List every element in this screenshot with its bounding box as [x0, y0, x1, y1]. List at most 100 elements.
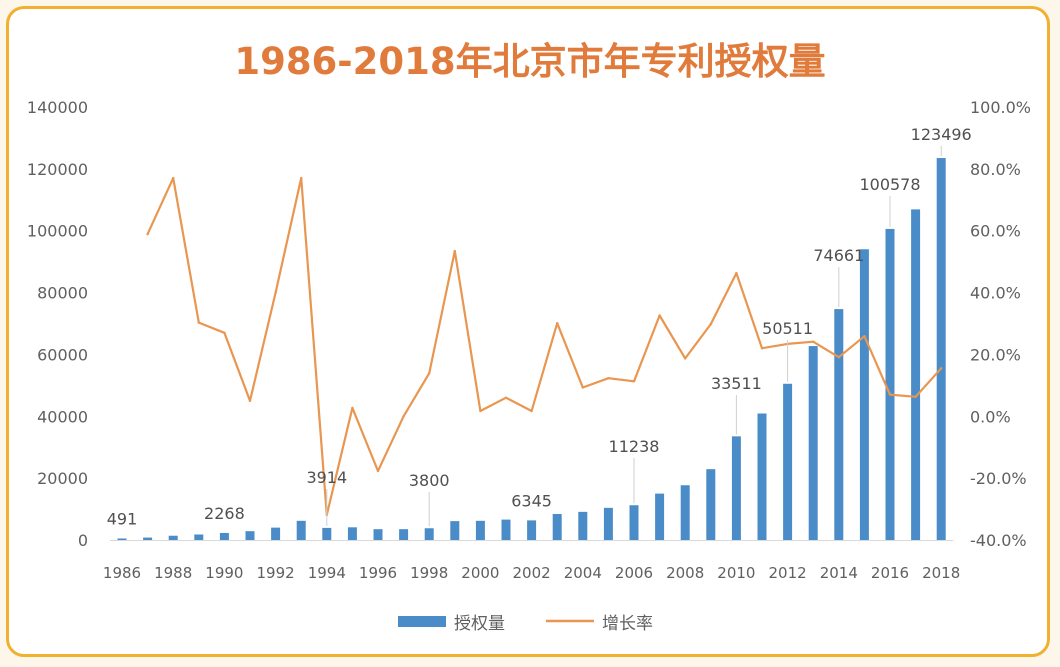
bar-2014 [834, 309, 844, 540]
line-point-1999 [453, 249, 456, 253]
data-label-2018: 123496 [911, 125, 972, 144]
x-axis-tick: 1998 [410, 564, 448, 582]
x-axis-tick: 2012 [769, 564, 807, 582]
x-axis-tick: 2002 [513, 564, 551, 582]
line-point-1989 [197, 321, 200, 324]
data-label-2002: 6345 [511, 491, 552, 510]
line-point-1992 [274, 291, 277, 294]
chart-title: 1986-2018年北京市年专利授权量 [234, 40, 825, 83]
left-axis-tick: 120000 [27, 160, 88, 179]
bar-2006 [629, 505, 639, 540]
bar-1987 [143, 537, 153, 540]
bar-2015 [859, 249, 869, 540]
x-axis-tick: 2014 [820, 564, 858, 582]
bar-2004 [578, 511, 588, 540]
x-axis-tick: 2008 [666, 564, 704, 582]
line-point-1997 [402, 415, 405, 418]
line-point-2018 [940, 367, 943, 370]
line-point-1996 [376, 469, 380, 473]
right-axis-tick: -40.0% [970, 531, 1027, 550]
line-point-2002 [530, 409, 533, 413]
line-point-2008 [684, 357, 687, 360]
data-label-2014: 74661 [813, 246, 864, 265]
bar-1992 [271, 527, 281, 540]
line-point-2005 [607, 377, 610, 380]
data-label-1994: 3914 [306, 468, 347, 487]
data-label-1998: 3800 [409, 471, 450, 490]
line-series [146, 176, 943, 517]
x-axis-tick: 2018 [922, 564, 960, 582]
bar-1997 [399, 529, 409, 540]
bar-1993 [296, 520, 306, 540]
bar-2009 [706, 469, 716, 540]
left-axis-tick: 60000 [37, 345, 88, 364]
x-axis: 1986 1988 1990 1992 1994 1996 1998 2000 2002 2004… [103, 540, 960, 582]
line-point-2013 [812, 340, 815, 343]
x-axis-tick: 2016 [871, 564, 909, 582]
bar-2002 [527, 520, 537, 540]
bar-2013 [808, 346, 818, 540]
bar-1995 [347, 527, 357, 540]
left-axis-tick: 140000 [27, 98, 88, 117]
x-axis-tick: 1986 [103, 564, 141, 582]
growth-rate-line [146, 177, 943, 517]
data-label-2012: 50511 [762, 319, 813, 338]
right-axis-tick: 60.0% [970, 222, 1021, 241]
chart-frame [6, 6, 1050, 657]
right-axis-tick: 100.0% [970, 98, 1031, 117]
left-axis: 0 20000 40000 60000 80000 100000 120000 140000 [27, 98, 88, 550]
bar-2012 [783, 383, 793, 540]
left-axis-tick: 100000 [27, 222, 88, 241]
line-point-2011 [760, 347, 764, 350]
bar-2003 [552, 514, 562, 540]
right-axis-tick: 40.0% [970, 284, 1021, 303]
data-label-1986: 491 [107, 509, 138, 528]
line-point-1990 [223, 331, 226, 334]
legend-label-line: 增长率 [602, 614, 653, 634]
bar-1989 [194, 534, 204, 540]
bar-1994 [322, 527, 332, 540]
line-point-2016 [888, 393, 892, 396]
bar-1996 [373, 529, 383, 540]
left-axis-tick: 80000 [37, 284, 88, 303]
line-point-2003 [556, 321, 559, 325]
line-point-2015 [863, 334, 866, 338]
x-axis-tick: 2000 [461, 564, 499, 582]
x-axis-tick: 2006 [615, 564, 653, 582]
data-label-2016: 100578 [859, 175, 920, 194]
data-label-2006: 11238 [609, 437, 660, 456]
x-axis-tick: 1992 [257, 564, 295, 582]
legend: 授权量 增长率 [398, 614, 653, 634]
bar-2017 [911, 209, 921, 540]
line-point-1988 [172, 176, 175, 180]
line-point-1995 [351, 406, 354, 410]
data-labels: 491 2268 3914 3800 6345 11238 33511 50511 74661 1… [107, 125, 972, 528]
bar-2008 [680, 485, 690, 540]
bar-2010 [731, 436, 741, 540]
bar-2001 [501, 519, 511, 540]
line-point-2007 [658, 314, 661, 317]
bar-2016 [885, 228, 895, 540]
x-axis-tick: 1990 [205, 564, 243, 582]
right-axis-tick: 0.0% [970, 407, 1011, 426]
line-point-2010 [735, 271, 738, 275]
line-point-2009 [709, 322, 712, 326]
bar-2005 [603, 507, 613, 540]
x-axis-tick: 1988 [154, 564, 192, 582]
line-point-2014 [837, 356, 840, 359]
line-point-2000 [479, 409, 482, 413]
bar-1991 [245, 531, 255, 540]
bar-series [117, 158, 946, 541]
bar-2018 [936, 158, 946, 541]
x-axis-tick: 2004 [564, 564, 602, 582]
line-point-1987 [146, 232, 149, 236]
right-axis-tick: -20.0% [970, 469, 1027, 488]
left-axis-tick: 0 [78, 531, 88, 550]
x-axis-tick: 1996 [359, 564, 397, 582]
data-label-2010: 33511 [711, 374, 762, 393]
line-point-1998 [428, 372, 431, 375]
bar-2007 [655, 493, 665, 540]
line-point-1991 [248, 399, 252, 403]
right-axis-tick: 20.0% [970, 345, 1021, 364]
